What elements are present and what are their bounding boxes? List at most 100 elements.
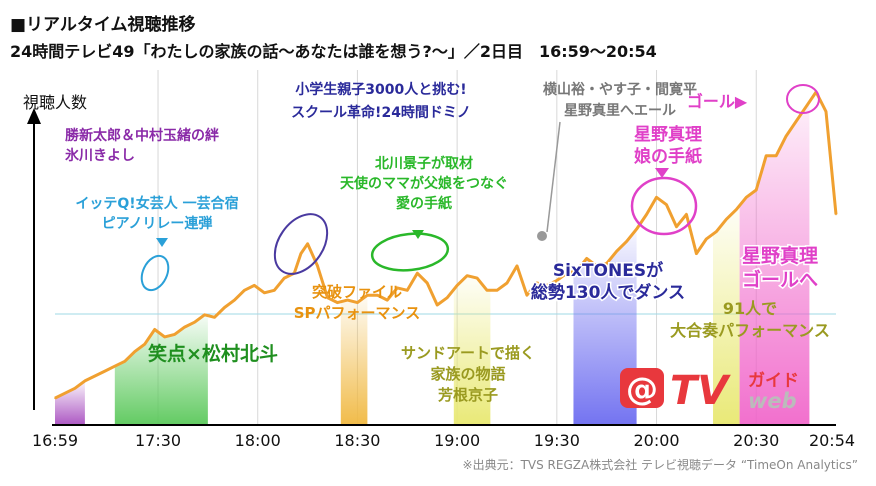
data-point xyxy=(84,380,86,382)
annotation-label: 小学生親子3000人と挑む! スクール革命!24時間ドミノ xyxy=(291,81,471,121)
data-point xyxy=(243,289,246,292)
highlight-ellipse xyxy=(630,176,698,236)
tvguide-logo-graphic: @ TV ガイド web xyxy=(620,368,799,414)
annotation-line: 突破ファイル xyxy=(312,283,402,301)
annotation-line: 91人で xyxy=(723,299,777,318)
data-point xyxy=(585,257,588,260)
annotation-line: 天使のママが父娘をつなぐ xyxy=(340,175,508,192)
data-point xyxy=(675,225,678,228)
data-point xyxy=(283,277,286,279)
data-point xyxy=(566,272,568,275)
data-point xyxy=(655,196,658,199)
data-point xyxy=(775,154,777,157)
band-label: 笑点×松村北斗 xyxy=(148,342,278,365)
data-point xyxy=(575,269,578,272)
data-point xyxy=(376,294,379,297)
annotation-line: SixTONESが xyxy=(553,260,663,281)
y-axis-arrowhead xyxy=(27,108,41,124)
data-point xyxy=(755,189,758,191)
data-point xyxy=(356,301,359,304)
data-point xyxy=(183,326,186,328)
data-point xyxy=(143,343,146,346)
annotation-label: ゴール▶ xyxy=(687,92,748,111)
annotation-label: SixTONESが総勢130人でダンス xyxy=(531,260,685,303)
data-point xyxy=(685,213,688,216)
x-tick-label: 17:30 xyxy=(135,431,181,450)
data-point xyxy=(625,240,628,243)
data-point xyxy=(64,392,66,394)
annotation-line: スクール革命!24時間ドミノ xyxy=(291,104,471,121)
data-point xyxy=(715,230,718,233)
data-point xyxy=(785,135,787,137)
data-point xyxy=(133,350,136,353)
data-point xyxy=(526,294,528,297)
annotation-label: 突破ファイル SPパフォーマンス xyxy=(294,283,421,322)
annotation-line: ピアノリレー連弾 xyxy=(102,215,213,232)
data-point xyxy=(496,289,498,292)
data-point xyxy=(123,360,126,363)
data-point xyxy=(556,279,558,282)
logo-at-box xyxy=(620,368,664,408)
data-point xyxy=(263,291,266,294)
data-point xyxy=(765,154,768,157)
data-point xyxy=(54,397,56,399)
data-point xyxy=(316,265,319,267)
data-point xyxy=(416,272,419,275)
data-point xyxy=(536,282,538,284)
data-point xyxy=(805,105,807,108)
data-point xyxy=(94,375,96,377)
data-point xyxy=(153,328,156,331)
x-tick-label: 18:00 xyxy=(235,431,281,450)
annotation-line: 星野真理 xyxy=(634,124,702,145)
x-tick-label: 19:30 xyxy=(534,431,580,450)
data-point xyxy=(273,289,276,292)
annotation-line: イッテQ!女芸人 一芸合宿 xyxy=(75,195,238,212)
annotation-line: 小学生親子3000人と挑む! xyxy=(295,81,466,98)
annotation-label: 91人で大合奏パフォーマンス xyxy=(670,299,830,340)
page-title: ■リアルタイム視聴推移 xyxy=(10,15,196,35)
annotation-line: 家族の物語 xyxy=(430,365,505,383)
data-point xyxy=(645,213,648,216)
annotation-line: 北川景子が取材 xyxy=(375,155,473,172)
highlight-marks xyxy=(140,84,820,292)
series-line-path xyxy=(54,90,838,400)
data-point xyxy=(506,282,508,284)
x-tick-label: 18:30 xyxy=(334,431,380,450)
data-point xyxy=(735,208,738,211)
data-point xyxy=(426,282,429,284)
highlight-ellipse xyxy=(273,213,329,275)
annotation-line: 星野真里へエール xyxy=(564,102,676,119)
program-bands xyxy=(55,101,810,426)
data-point xyxy=(725,218,728,221)
data-point xyxy=(336,301,339,304)
data-point xyxy=(306,243,309,245)
data-point xyxy=(366,294,369,297)
band-pink xyxy=(739,101,810,426)
data-point xyxy=(476,277,478,279)
annotation-line: 娘の手紙 xyxy=(634,146,702,167)
highlight-ellipse xyxy=(140,254,170,292)
logo-tv: TV xyxy=(670,368,731,412)
data-point xyxy=(835,213,837,216)
annotation-label: 横山裕・やす子・間寛平星野真里へエール xyxy=(543,81,697,119)
data-point xyxy=(466,274,468,277)
annotation-label: 星野真理ゴールへ xyxy=(742,244,818,291)
data-point xyxy=(213,316,216,319)
series-line xyxy=(54,90,838,400)
data-point xyxy=(203,314,206,316)
annotation-label: 北川景子が取材天使のママが父娘をつなぐ愛の手紙 xyxy=(340,155,508,212)
data-point xyxy=(436,304,438,306)
data-point xyxy=(253,284,256,287)
data-point xyxy=(546,284,548,287)
annotation-line: ゴールへ xyxy=(742,268,818,291)
x-tick-label: 19:00 xyxy=(434,431,480,450)
band-yellow xyxy=(453,275,491,425)
annotation-line: 大合奏パフォーマンス xyxy=(670,321,830,340)
data-point xyxy=(615,250,618,252)
data-point xyxy=(233,299,236,301)
x-tick-label: 20:54 xyxy=(809,431,855,450)
data-point xyxy=(300,252,302,255)
data-point xyxy=(326,296,329,299)
x-tick-label: 20:00 xyxy=(633,431,679,450)
annotation-label: 勝新太郎＆中村玉緒の絆氷川きよし xyxy=(65,127,219,164)
